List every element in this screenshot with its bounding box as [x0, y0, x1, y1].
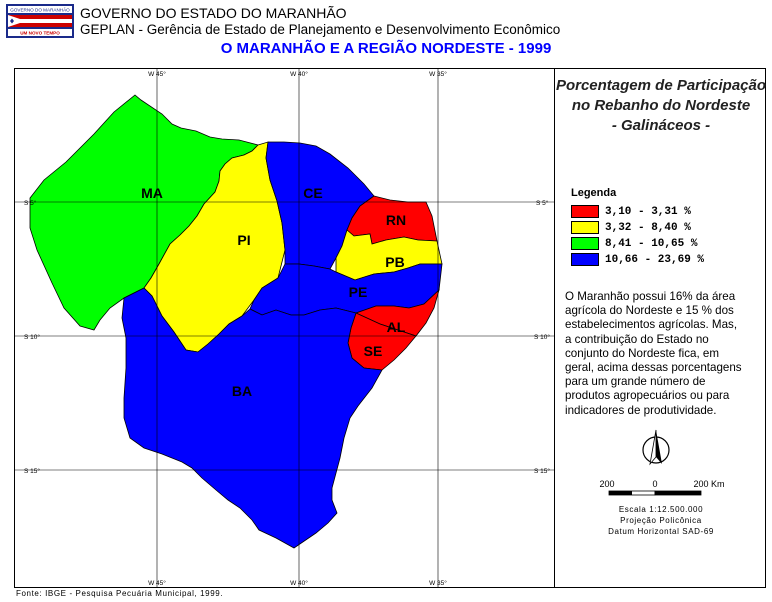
panel-title-line: - Galináceos -: [611, 117, 711, 134]
panel-title-line: Porcentagem de Participação: [555, 77, 767, 94]
state-label-ba: BA: [232, 383, 252, 399]
logo-bottom-text: UM NOVO TEMPO: [20, 31, 60, 36]
state-label-ma: MA: [141, 185, 163, 201]
grid-label-left-15: S 15°: [24, 467, 40, 475]
grid-label-right-5: S 5°: [536, 199, 549, 207]
legend-swatch-blue: [571, 253, 599, 267]
state-label-pe: PE: [349, 284, 368, 300]
legend-swatch-green: [571, 237, 599, 251]
header-line1: GOVERNO DO ESTADO DO MARANHÃO: [80, 5, 347, 21]
government-logo: GOVERNO DO MARANHÃO UM NOVO TEMPO: [6, 4, 74, 38]
note-line: agrícola do Nordeste e 15 % dos: [565, 304, 734, 318]
state-label-al: AL: [387, 319, 406, 335]
projection-text: Projeção Policônica: [620, 516, 702, 525]
note-line: geral, acima dessas porcentagens: [565, 361, 742, 375]
legend-swatch-yellow: [571, 221, 599, 235]
scale-label-right: 200 Km: [693, 479, 724, 489]
legend-label: 10,66 - 23,69 %: [605, 253, 705, 266]
state-label-se: SE: [364, 343, 383, 359]
graticule: [14, 68, 554, 588]
grid-label-left-10: S 10°: [24, 333, 40, 341]
logo-top-text: GOVERNO DO MARANHÃO: [10, 7, 70, 13]
grid-label-bottom-40: W 40°: [290, 579, 308, 587]
state-label-ce: CE: [303, 185, 322, 201]
legend-item: 3,32 - 8,40 %: [571, 219, 691, 235]
page-title: O MARANHÃO E A REGIÃO NORDESTE - 1999: [220, 40, 552, 57]
grid-label-left-5: S 5°: [24, 199, 37, 207]
info-panel: Porcentagem de Participação no Rebanho d…: [554, 68, 766, 588]
state-label-rn: RN: [386, 212, 406, 228]
legend-label: 8,41 - 10,65 %: [605, 237, 698, 250]
grid-label-bottom-35: W 35°: [429, 579, 447, 587]
scale-label-left: 200: [599, 479, 614, 489]
note-line: indicadores de produtividade.: [565, 403, 717, 417]
note-text: O Maranhão possui 16% da área agrícola d…: [565, 290, 763, 418]
source-note: Fonte: IBGE - Pesquisa Pecuária Municipa…: [16, 589, 224, 598]
note-line: a contribuição do Estado no: [565, 332, 709, 346]
scale-label-zero: 0: [652, 479, 657, 489]
panel-title: Porcentagem de Participação no Rebanho d…: [555, 76, 767, 136]
map-frame: [14, 68, 766, 588]
legend-label: 3,32 - 8,40 %: [605, 221, 691, 234]
header-line2: GEPLAN - Gerência de Estado de Planejame…: [80, 22, 561, 37]
scale-text: Escala 1:12.500.000: [618, 505, 704, 514]
grid-label-bottom-45: W 45°: [148, 579, 166, 587]
note-line: conjunto do Nordeste fica, em: [565, 346, 720, 360]
datum-text: Datum Horizontal SAD-69: [608, 527, 714, 536]
scale-info: Escala 1:12.500.000 Projeção Policônica …: [555, 504, 767, 537]
north-arrow-icon: [642, 429, 670, 466]
grid-label-top-45: W 45°: [148, 70, 166, 78]
legend-item: 8,41 - 10,65 %: [571, 235, 698, 251]
state-label-pi: PI: [237, 232, 250, 248]
panel-title-line: no Rebanho do Nordeste: [571, 97, 751, 114]
legend-title: Legenda: [571, 187, 617, 199]
map: W 45° W 40° W 35° W 45° W 40° W 35° S 5°…: [14, 68, 554, 588]
note-line: produtos agropecuários ou para: [565, 389, 730, 403]
note-line: para um grande número de: [565, 375, 706, 389]
legend-item: 10,66 - 23,69 %: [571, 251, 705, 267]
legend-swatch-red: [571, 205, 599, 219]
scale-bar: 200 0 200 Km: [599, 479, 725, 496]
legend-label: 3,10 - 3,31 %: [605, 205, 691, 218]
grid-label-top-40: W 40°: [290, 70, 308, 78]
grid-label-right-10: S 10°: [534, 333, 550, 341]
state-label-pb: PB: [385, 254, 404, 270]
grid-label-right-15: S 15°: [534, 467, 550, 475]
state-ba: [121, 287, 383, 549]
grid-label-top-35: W 35°: [429, 70, 447, 78]
legend-item: 3,10 - 3,31 %: [571, 203, 691, 219]
note-line: O Maranhão possui 16% da área: [565, 290, 736, 303]
note-line: estabelecimentos agrícolas. Mas,: [565, 318, 738, 332]
